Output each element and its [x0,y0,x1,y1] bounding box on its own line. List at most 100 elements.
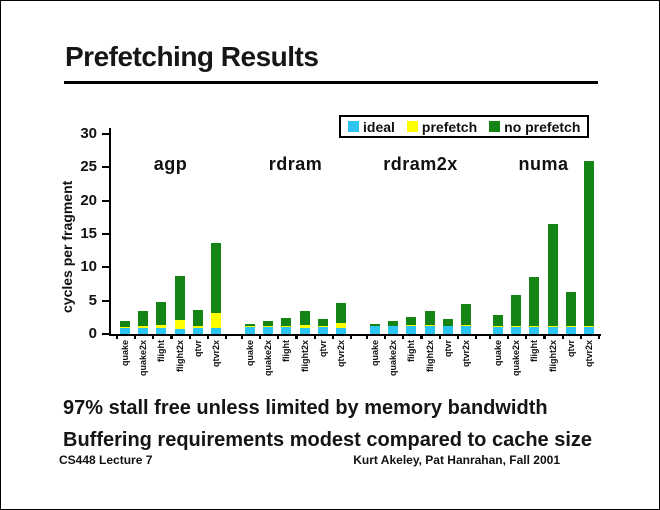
bar-group-agp [120,128,221,334]
bar-numa-flight [529,277,540,334]
prefetch-swatch-icon [406,121,418,132]
bar-rdram-flight2x [299,311,310,334]
y-axis-tick-label: 25 [80,158,97,176]
segment-ideal [210,328,221,334]
x-axis-label-rdram-qtvr: qtvr [317,340,328,358]
bar-rdram-flight [281,318,292,334]
y-axis-tick [102,133,109,135]
segment-prefetch [174,320,185,329]
y-axis-tick [102,166,109,169]
x-axis-tick [438,334,441,339]
slide-title: Prefetching Results [65,41,319,72]
bar-numa-qtvr [565,292,576,334]
segment-no-prefetch [529,277,540,326]
x-axis-label-numa-qtvr2x: qtvr2x [584,340,594,368]
y-axis-tick [102,199,109,202]
x-axis-tick [259,334,262,339]
x-axis-label-rdram2x-quake2x: quake2x [388,340,399,377]
x-axis-label-numa-quake2x: quake2x [511,340,522,377]
ideal-swatch-icon [348,121,359,132]
chart-legend: ideal prefetch no prefetch [339,115,590,138]
legend-label: prefetch [421,118,478,135]
footer-authors: Kurt Akeley, Pat Hanrahan, Fall 2001 [353,453,560,467]
x-axis-label-numa-quake: quake [493,340,503,367]
bar-rdram-qtvr [317,319,328,334]
x-axis-label-numa-qtvr: qtvr [565,340,576,358]
segment-prefetch [281,326,292,327]
group-label-rdram: rdram [268,154,323,174]
plot-area: cycles per fragment 0 5 10 15 20 25 30 agp quake… [59,126,601,376]
x-axis-label-rdram-quake: quake [245,340,255,367]
bar-rdram2x-qtvr2x [460,304,471,334]
segment-prefetch [299,325,310,328]
segment-prefetch [565,326,576,327]
x-axis-tick [241,334,243,339]
x-axis-label-rdram-flight2x: flight2x [299,340,310,373]
x-axis-tick [332,334,334,339]
segment-ideal [424,326,435,334]
segment-ideal [299,328,310,334]
x-axis-label-rdram2x-quake: quake [370,340,380,367]
x-axis-tick [350,334,352,339]
segment-no-prefetch [245,324,255,326]
footer-course: CS448 Lecture 7 [59,453,153,467]
bar-rdram2x-quake [370,324,380,334]
segment-prefetch [529,326,540,327]
x-axis-label-rdram-qtvr2x: qtvr2x [336,340,346,368]
x-axis-tick [366,334,368,339]
bar-rdram-qtvr2x [335,303,346,334]
x-axis-label-rdram2x-qtvr: qtvr [442,340,453,358]
segment-prefetch [120,327,130,328]
segment-prefetch [493,326,503,327]
y-axis-tick-label: 30 [80,125,97,142]
segment-prefetch [406,325,417,326]
segment-prefetch [210,313,221,328]
x-axis-label-numa-flight: flight [529,340,540,362]
x-axis-tick [134,334,137,339]
segment-prefetch [511,326,522,327]
y-axis-tick [102,299,109,302]
x-axis-label-agp-qtvr: qtvr [192,340,203,358]
segment-no-prefetch [335,303,346,323]
x-axis-tick [207,334,209,339]
x-axis-label-rdram2x-flight2x: flight2x [424,340,435,373]
segment-no-prefetch [317,319,328,326]
segment-ideal [370,326,380,334]
segment-ideal [529,327,540,334]
segment-no-prefetch [138,311,149,326]
bar-numa-flight2x [547,224,558,334]
x-axis-tick [580,334,582,339]
segment-no-prefetch [174,276,185,320]
bar-agp-flight2x [174,276,185,334]
x-axis-tick [225,334,227,339]
no-prefetch-swatch-icon [489,121,501,132]
x-axis-label-numa-flight2x: flight2x [547,340,558,373]
bar-rdram2x-qtvr [442,319,453,334]
segment-prefetch [335,323,346,328]
x-axis-label-rdram-flight: flight [281,340,292,362]
group-label-agp: agp [153,154,188,174]
bar-group-numa [493,128,594,334]
segment-prefetch [460,325,471,326]
x-axis-tick [543,334,546,339]
legend-label: ideal [363,118,395,135]
bar-rdram2x-quake2x [388,321,399,334]
bar-numa-quake2x [511,295,522,334]
bar-agp-qtvr [192,310,203,334]
y-axis-tick-label: 20 [80,191,97,209]
segment-no-prefetch [442,319,453,326]
legend-item-prefetch: prefetch [406,118,478,135]
segment-prefetch [317,326,328,327]
segment-no-prefetch [406,317,417,325]
segment-prefetch [138,326,149,328]
y-axis-tick-label: 0 [88,325,97,342]
bar-rdram-quake [245,324,255,334]
y-axis-tick [102,233,109,235]
x-axis-tick [489,334,491,339]
group-label-numa: numa [518,154,569,174]
x-axis-tick [152,334,155,339]
segment-ideal [156,328,167,334]
bar-agp-qtvr2x [210,243,221,334]
bar-rdram2x-flight [406,317,417,334]
